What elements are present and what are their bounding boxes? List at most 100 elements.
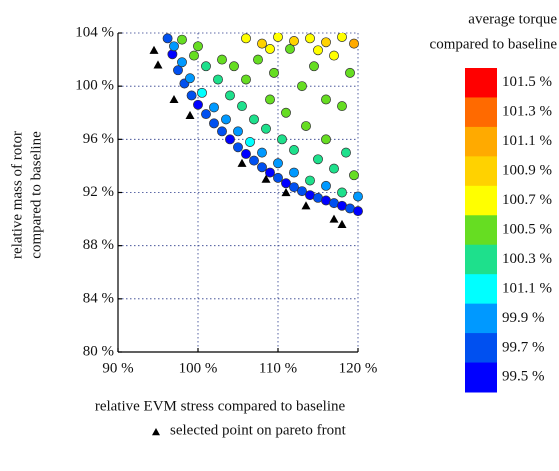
point (289, 36, 299, 46)
point (225, 90, 235, 101)
point (289, 167, 299, 178)
point (265, 44, 275, 54)
points (162, 33, 363, 217)
point (241, 33, 251, 44)
colorbar-label: 101.1 % (502, 280, 552, 296)
point (321, 134, 331, 145)
y-tick-label: 100 % (75, 78, 114, 94)
point (329, 163, 339, 174)
point (177, 57, 187, 68)
point (309, 61, 319, 72)
pareto-marker (281, 188, 291, 197)
colorbar-label: 100.3 % (502, 251, 552, 267)
pareto-marker (301, 201, 311, 210)
colorbar-swatch (465, 126, 497, 157)
colorbar-swatch (465, 333, 497, 364)
point (167, 49, 178, 60)
pareto-marker (329, 214, 339, 223)
point (225, 134, 235, 145)
point (257, 38, 267, 49)
colorbar-swatch (465, 156, 497, 187)
colorbar-swatch (465, 68, 497, 98)
pareto-marker (237, 158, 247, 167)
point (217, 126, 227, 137)
point (257, 147, 267, 158)
y-axis-label: compared to baseline (28, 131, 44, 259)
colorbar-label: 100.9 % (502, 163, 552, 179)
point (301, 121, 311, 131)
point (349, 38, 359, 49)
pareto-marker (337, 219, 347, 228)
point (349, 170, 359, 181)
point (313, 154, 323, 165)
point (201, 61, 211, 72)
colorbar-swatch (465, 303, 497, 334)
point (353, 206, 363, 217)
point (353, 191, 363, 202)
point (305, 33, 315, 44)
colorbar-label: 101.3 % (502, 104, 552, 120)
point (321, 94, 331, 105)
point (193, 41, 203, 52)
point (162, 33, 173, 44)
point (217, 54, 227, 65)
point (305, 175, 315, 186)
colorbar-label: 99.7 % (502, 339, 545, 355)
colorbar-label: 101.1 % (502, 133, 552, 149)
point (185, 73, 195, 84)
pareto-marker (261, 174, 271, 183)
colorbar-label: 99.5 % (502, 369, 545, 385)
colorbar-swatch (465, 274, 497, 305)
y-tick-label: 96 % (83, 131, 114, 147)
point (213, 74, 223, 85)
point (173, 65, 183, 76)
point (249, 155, 259, 166)
y-tick-label: 84 % (83, 290, 114, 306)
point (285, 44, 295, 54)
grid (117, 32, 359, 353)
point (281, 178, 291, 189)
point (189, 50, 199, 61)
x-tick-label: 110 % (259, 360, 297, 376)
point (241, 149, 251, 159)
point (277, 134, 287, 145)
colorbar-swatch (465, 185, 497, 216)
point (269, 67, 279, 78)
y-tick-label: 88 % (83, 237, 114, 253)
colorbar-label: 99.9 % (502, 310, 545, 326)
point (289, 182, 299, 193)
point (201, 109, 211, 120)
point (337, 187, 347, 198)
colorbar-title: average torque (468, 11, 557, 27)
x-tick-label: 90 % (102, 360, 133, 376)
point (273, 172, 283, 183)
colorbar-label: 101.5 % (502, 74, 552, 90)
colorbar-swatch (465, 215, 497, 246)
point (257, 162, 267, 173)
point (241, 74, 251, 85)
point (265, 94, 275, 105)
point (237, 101, 247, 112)
colorbar-label: 100.5 % (502, 221, 552, 237)
pareto-marker (153, 60, 163, 69)
point (261, 123, 271, 134)
legend-label: selected point on pareto front (170, 422, 347, 438)
x-tick-label: 100 % (179, 360, 218, 376)
point (329, 50, 339, 61)
point (221, 114, 231, 125)
point (345, 67, 355, 78)
point (281, 107, 291, 118)
y-tick-label: 80 % (83, 343, 114, 359)
y-tick-label: 104 % (75, 24, 114, 40)
point (229, 61, 239, 72)
point (273, 158, 283, 169)
point (177, 34, 187, 45)
point (169, 41, 179, 52)
legend-marker (152, 428, 160, 436)
point (289, 145, 299, 155)
point (233, 126, 243, 137)
point (209, 102, 219, 113)
point (209, 118, 219, 129)
point (297, 186, 307, 197)
